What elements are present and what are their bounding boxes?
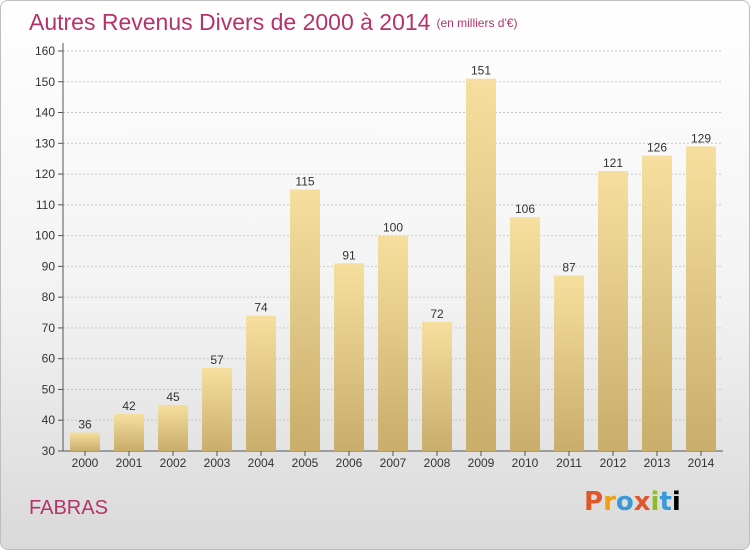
bar-2003: [202, 367, 232, 451]
bar-2006: [334, 263, 364, 451]
y-tick-label: 120: [35, 167, 55, 181]
bar-2007: [378, 235, 408, 451]
y-tick-label: 160: [35, 44, 55, 58]
x-tick-label-2014: 2014: [688, 456, 715, 470]
bar-2002: [158, 404, 188, 451]
chart-title-text: Autres Revenus Divers de 2000 à 2014: [29, 9, 431, 35]
y-tick-label: 50: [42, 382, 56, 396]
y-tick-label: 150: [35, 75, 55, 89]
x-tick-label-2005: 2005: [292, 456, 319, 470]
data-label-2011: 87: [562, 261, 576, 275]
y-tick-label: 110: [36, 198, 55, 212]
x-tick-label-2004: 2004: [248, 456, 275, 470]
bars: 36 42 45 57 74 115 91 100 72 151 106 87 121 126 129: [70, 64, 716, 451]
data-label-2005: 115: [295, 174, 314, 188]
bar-2009: [466, 78, 496, 451]
y-tick-label: 30: [42, 444, 56, 458]
bar-2011: [554, 275, 584, 451]
y-tick-label: 90: [42, 259, 56, 273]
data-label-2008: 72: [430, 307, 444, 321]
x-tick-label-2010: 2010: [512, 456, 539, 470]
bar-2000: [70, 432, 100, 451]
chart-title: Autres Revenus Divers de 2000 à 2014 (en …: [29, 9, 517, 36]
data-label-2002: 45: [166, 390, 180, 404]
bar-2001: [114, 414, 144, 451]
data-label-2009: 151: [471, 64, 491, 78]
y-tick-label: 60: [42, 352, 56, 366]
bar-2005: [290, 189, 320, 451]
x-tick-label-2006: 2006: [336, 456, 363, 470]
y-tick-label: 140: [35, 106, 55, 120]
bar-2004: [246, 315, 276, 451]
y-tick-label: 40: [42, 413, 56, 427]
y-tick-label: 130: [35, 136, 55, 150]
axes: 30 40 50 60 70 80 90 100 110 120 130 140 150 160 2000 2…: [35, 43, 723, 470]
x-tick-label-2002: 2002: [160, 456, 187, 470]
data-label-2006: 91: [342, 248, 356, 262]
commune-name: FABRAS: [29, 497, 108, 519]
y-tick-label: 70: [42, 321, 56, 335]
data-label-2007: 100: [383, 221, 403, 235]
data-label-2003: 57: [210, 353, 224, 367]
x-tick-label-2003: 2003: [204, 456, 231, 470]
data-label-2014: 129: [691, 131, 711, 145]
data-label-2004: 74: [254, 301, 268, 315]
x-tick-label-2009: 2009: [468, 456, 495, 470]
x-tick-label-2008: 2008: [424, 456, 451, 470]
y-tick-label: 80: [42, 290, 56, 304]
bar-2008: [422, 321, 452, 451]
x-tick-label-2012: 2012: [600, 456, 627, 470]
proxiti-logo: Proxiti: [584, 487, 681, 517]
x-tick-label-2007: 2007: [380, 456, 407, 470]
x-tick-label-2000: 2000: [72, 456, 99, 470]
data-label-2013: 126: [647, 141, 667, 155]
bar-2014: [686, 146, 716, 451]
x-tick-label-2013: 2013: [644, 456, 671, 470]
data-label-2012: 121: [603, 156, 623, 170]
x-tick-label-2001: 2001: [116, 456, 143, 470]
bar-2013: [642, 155, 672, 451]
data-label-2010: 106: [515, 202, 535, 216]
data-label-2001: 42: [122, 399, 136, 413]
chart-unit: (en milliers d'€): [436, 16, 518, 30]
y-tick-label: 100: [35, 229, 55, 243]
bar-2010: [510, 217, 540, 451]
bar-2012: [598, 171, 628, 451]
data-label-2000: 36: [78, 418, 92, 432]
x-tick-label-2011: 2011: [556, 456, 582, 470]
